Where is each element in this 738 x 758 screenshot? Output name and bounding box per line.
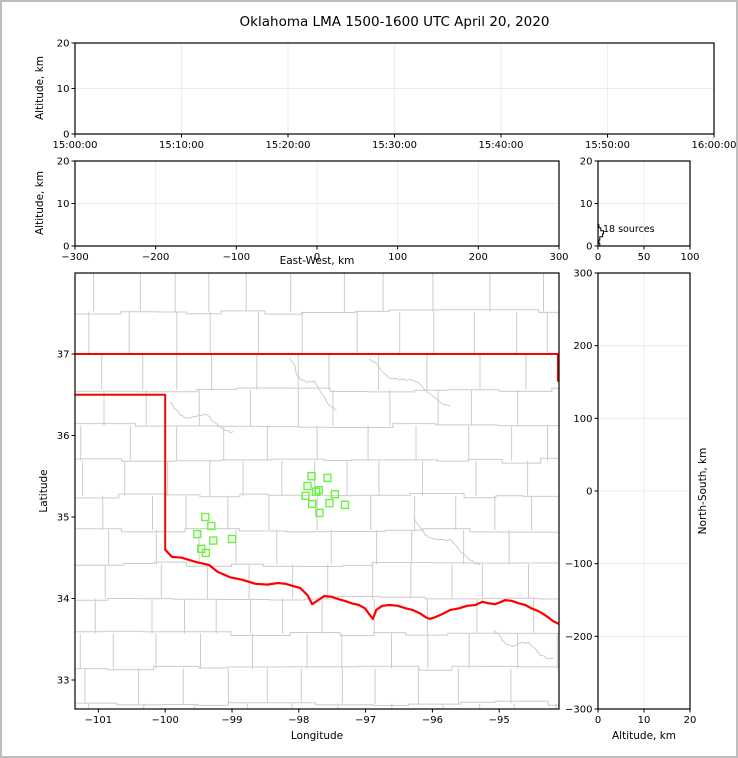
source-marker (201, 512, 210, 522)
north-south-panel: 0 10 20 −300 −200 −100 0 100 200 300 (565, 269, 696, 727)
y-tick-label: −200 (565, 632, 592, 643)
y-tick-label: 20 (57, 39, 70, 50)
oklahoma-panhandle-border (75, 393, 167, 551)
source-marker (307, 472, 316, 481)
state-border-lines (75, 353, 559, 625)
axis-ticks: 0 50 100 0 10 20 (580, 157, 700, 264)
source-marker (340, 500, 350, 509)
x-tick-label: 15:40:00 (479, 140, 524, 151)
axis-ticks: 15:00:00 15:10:00 15:20:00 15:30:00 15:40:00… (53, 39, 736, 152)
y-tick-label: 0 (586, 487, 592, 498)
y-tick-label: 34 (57, 594, 70, 605)
y-tick-label: 33 (57, 675, 70, 686)
alt-histogram-panel: 0 50 100 0 10 20 (580, 157, 700, 264)
source-marker (227, 534, 237, 544)
x-tick-label: −98 (288, 715, 309, 726)
x-tick-label: 0 (314, 252, 320, 263)
source-marker (193, 529, 202, 539)
x-tick-label: −100 (223, 252, 250, 263)
x-tick-label: −97 (355, 715, 376, 726)
x-tick-label: 50 (638, 252, 651, 263)
ew-panel-xlabel: East-West, km (279, 255, 355, 267)
y-tick-label: 300 (573, 269, 592, 280)
source-marker (308, 499, 317, 509)
y-tick-label: 0 (63, 242, 69, 253)
axis-ticks: −300 −200 −100 0 100 200 300 0 10 20 (57, 157, 569, 264)
y-tick-label: −100 (565, 559, 592, 570)
x-tick-label: 15:50:00 (585, 140, 630, 151)
y-tick-label: 100 (573, 414, 592, 425)
x-tick-label: −99 (221, 715, 242, 726)
axis-ticks: −101 −100 −99 −98 −97 −96 −95 33 34 35 36 37 (57, 350, 510, 726)
y-tick-label: 20 (57, 157, 70, 168)
x-tick-label: 15:00:00 (53, 140, 98, 151)
source-marker (312, 487, 321, 496)
plan-view-map-panel: −101 −100 −99 −98 −97 −96 −95 33 34 35 36 37 (57, 272, 560, 726)
source-marker (301, 491, 310, 500)
source-marker (323, 473, 332, 483)
ns-panel-xlabel: Altitude, km (611, 730, 677, 742)
sources-count-label: 18 sources (603, 224, 655, 235)
source-marker (314, 485, 323, 495)
x-tick-label: 15:10:00 (159, 140, 204, 151)
source-marker (209, 536, 218, 545)
x-tick-label: 300 (549, 252, 568, 263)
x-tick-label: 15:20:00 (266, 140, 311, 151)
y-tick-label: 35 (57, 512, 70, 523)
red-river-border (164, 548, 559, 625)
source-marker (303, 481, 312, 491)
x-tick-label: 100 (388, 252, 407, 263)
source-altitude-histogram (598, 224, 604, 247)
lightning-source-markers (193, 472, 350, 558)
source-marker (315, 508, 324, 518)
x-tick-label: −101 (85, 715, 112, 726)
x-tick-label: 10 (638, 715, 651, 726)
ew-panel-ylabel: Altitude, km (34, 170, 46, 236)
x-tick-label: −95 (489, 715, 510, 726)
time-altitude-panel: 15:00:00 15:10:00 15:20:00 15:30:00 15:40:00… (53, 39, 736, 152)
time-panel-ylabel: Altitude, km (34, 55, 46, 121)
axis-ticks: 0 10 20 −300 −200 −100 0 100 200 300 (565, 269, 696, 727)
y-tick-label: 10 (57, 199, 70, 210)
map-xlabel: Longitude (290, 730, 344, 742)
x-tick-label: 200 (469, 252, 488, 263)
y-tick-label: 10 (580, 199, 593, 210)
county-boundaries (75, 273, 559, 709)
y-tick-label: 37 (57, 350, 70, 361)
source-marker (330, 490, 340, 499)
source-marker (207, 521, 216, 531)
x-tick-label: 20 (684, 715, 697, 726)
source-marker (325, 498, 334, 508)
y-tick-label: −300 (565, 705, 592, 716)
y-tick-label: 0 (586, 242, 592, 253)
x-tick-label: 100 (680, 252, 699, 263)
gridlines (598, 273, 690, 709)
x-tick-label: −96 (422, 715, 443, 726)
ew-altitude-panel: −300 −200 −100 0 100 200 300 0 10 20 (57, 157, 569, 264)
y-tick-label: 20 (580, 157, 593, 168)
y-tick-label: 0 (63, 130, 69, 141)
x-tick-label: 0 (595, 252, 601, 263)
y-tick-label: 36 (57, 431, 70, 442)
figure-title: Oklahoma LMA 1500-1600 UTC April 20, 202… (239, 14, 550, 30)
source-marker (201, 548, 211, 558)
ns-panel-ylabel: North-South, km (697, 447, 709, 535)
x-tick-label: 15:30:00 (372, 140, 417, 151)
map-ylabel: Latitude (38, 469, 50, 513)
x-tick-label: −300 (61, 252, 88, 263)
panel-border (74, 272, 560, 710)
x-tick-label: 16:00:00 (692, 140, 736, 151)
x-tick-label: 0 (595, 715, 601, 726)
gridlines (598, 161, 690, 246)
y-tick-label: 10 (57, 84, 70, 95)
y-tick-label: 200 (573, 341, 592, 352)
gridlines (75, 43, 714, 134)
x-tick-label: −200 (142, 252, 169, 263)
gridlines (75, 161, 559, 246)
x-tick-label: −100 (151, 715, 178, 726)
